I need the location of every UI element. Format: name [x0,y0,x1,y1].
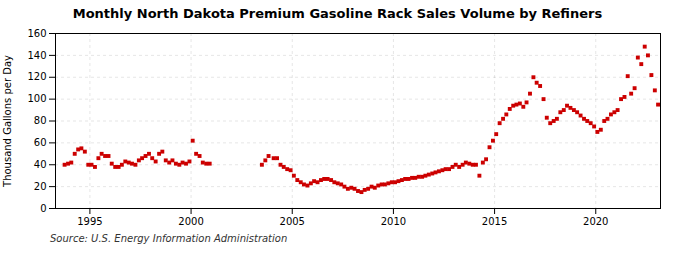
svg-text:1995: 1995 [77,216,102,227]
svg-text:Thousand Gallons per Day: Thousand Gallons per Day [2,55,13,188]
html-text:Monthly North Dakota Premium G: Monthly North Dakota Premium Gasoline Ra… [72,6,603,21]
svg-text:2010: 2010 [381,216,406,227]
svg-text:40: 40 [34,159,47,170]
svg-text:120: 120 [27,71,46,82]
svg-text:140: 140 [27,50,46,61]
svg-text:60: 60 [34,137,47,148]
svg-text:20: 20 [34,181,47,192]
svg-text:2020: 2020 [583,216,608,227]
svg-text:160: 160 [27,28,46,39]
svg-text:100: 100 [27,93,46,104]
svg-text:80: 80 [34,115,47,126]
svg-text:2015: 2015 [482,216,507,227]
svg-text:0: 0 [40,203,46,214]
html-text:Source: U.S. Energy Informatio: Source: U.S. Energy Information Administ… [50,233,288,244]
svg-text:2005: 2005 [280,216,305,227]
svg-text:2000: 2000 [178,216,203,227]
